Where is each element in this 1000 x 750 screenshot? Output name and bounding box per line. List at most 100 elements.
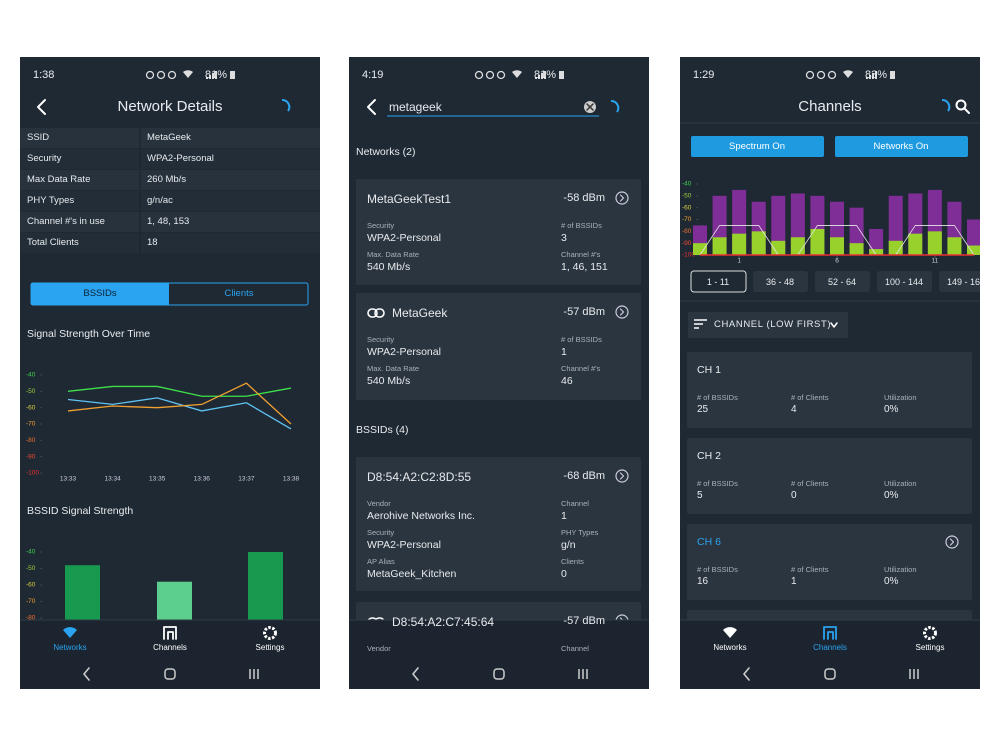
chart-title: BSSID Signal Strength xyxy=(27,505,134,517)
field-label: Clients xyxy=(561,557,584,566)
channel-name[interactable]: CH 2 xyxy=(697,450,721,462)
channel-name[interactable]: CH 1 xyxy=(697,364,721,376)
wifi-icon xyxy=(723,627,737,638)
status-time: 1:29 xyxy=(693,69,715,81)
spectrum-bar xyxy=(849,243,864,255)
tab[interactable]: Clients xyxy=(224,288,254,299)
signal-icon xyxy=(869,75,871,79)
card-title[interactable]: MetaGeek xyxy=(392,306,448,320)
nav-label[interactable]: Networks xyxy=(53,643,87,652)
detail-value: 260 Mb/s xyxy=(147,174,187,185)
band-label[interactable]: 52 - 64 xyxy=(827,277,857,287)
spectrum-bar xyxy=(927,231,942,255)
field-value: 25 xyxy=(697,404,709,415)
card xyxy=(356,457,641,591)
toggle-label[interactable]: Spectrum On xyxy=(729,141,785,152)
spectrum-bar xyxy=(810,228,825,255)
spectrum-bar xyxy=(967,245,980,255)
status-time: 4:19 xyxy=(362,69,384,81)
field-value: 0% xyxy=(884,490,899,501)
card-title[interactable]: D8:54:A2:C7:45:64 xyxy=(392,615,495,629)
band-label[interactable]: 149 - 165 xyxy=(946,277,980,287)
nav-label[interactable]: Channels xyxy=(153,643,187,652)
field-value: WPA2-Personal xyxy=(367,232,441,244)
channel-name[interactable]: CH 6 xyxy=(697,536,721,548)
field-label: Max. Data Rate xyxy=(367,364,420,373)
spectrum-bar xyxy=(712,237,727,255)
toggle-label[interactable]: Networks On xyxy=(873,141,929,152)
field-value: 540 Mb/s xyxy=(367,261,411,273)
nav-label[interactable]: Settings xyxy=(915,643,945,652)
battery-icon xyxy=(559,71,564,79)
battery-level: 81% xyxy=(204,69,227,81)
chevron-icon xyxy=(615,191,629,205)
tab[interactable]: BSSIDs xyxy=(83,288,117,299)
spectrum-bar xyxy=(869,228,884,255)
detail-label: Total Clients xyxy=(27,237,79,248)
spectrum-bar xyxy=(888,240,903,255)
card-title[interactable]: D8:54:A2:C2:8D:55 xyxy=(367,470,472,484)
field-value: 5 xyxy=(697,490,703,501)
battery-icon xyxy=(230,71,235,79)
nav-label[interactable]: Settings xyxy=(255,643,285,652)
icon xyxy=(619,472,625,480)
channels-icon xyxy=(823,626,837,640)
screen-graphics: -40 -50 -60 -70 -80 -90 -100 13:33 13:34 13:35 13:… xyxy=(20,70,320,689)
tab-active xyxy=(31,283,169,305)
field-label: # of Clients xyxy=(791,565,829,574)
y-tick-label: -40 xyxy=(26,372,36,379)
field-value: 1 xyxy=(791,576,797,587)
sort-label[interactable]: CHANNEL (LOW FIRST) xyxy=(714,319,832,330)
y-tick-label: -100 xyxy=(26,470,39,477)
band-button xyxy=(690,270,747,293)
screen-network-details: -40 -50 -60 -70 -80 -90 -100 13:33 13:34 13:35 13:… xyxy=(20,57,320,689)
status-icon xyxy=(485,70,495,80)
band-button xyxy=(815,271,870,292)
field-label: Utilization xyxy=(884,565,917,574)
battery-level: 83% xyxy=(864,69,887,81)
band-label[interactable]: 1 - 11 xyxy=(706,277,730,287)
system-home xyxy=(493,668,505,680)
table-row xyxy=(20,128,320,148)
y-tick-label: -60 xyxy=(26,582,36,589)
field-value: 1, 46, 151 xyxy=(561,261,608,273)
table-row xyxy=(20,191,320,211)
band-label[interactable]: 100 - 144 xyxy=(884,277,924,287)
card xyxy=(687,524,972,600)
back-icon xyxy=(37,99,46,115)
y-tick-label: -50 xyxy=(26,388,36,395)
chevron-icon xyxy=(615,305,629,319)
status-icon xyxy=(805,70,815,80)
card-title[interactable]: MetaGeekTest1 xyxy=(367,192,452,206)
field-label: Security xyxy=(367,335,395,344)
detail-label: PHY Types xyxy=(27,195,75,206)
status-icon xyxy=(145,70,155,80)
field-value: 0 xyxy=(561,568,567,580)
system-nav xyxy=(349,660,649,689)
signal-icon xyxy=(872,73,874,79)
spinner xyxy=(281,99,291,112)
settings-icon xyxy=(923,626,937,640)
nav-label[interactable]: Channels xyxy=(813,643,847,652)
x-tick-label: 13:36 xyxy=(194,476,211,483)
field-value: 3 xyxy=(561,232,567,244)
channels-icon xyxy=(163,626,177,640)
link-icon xyxy=(367,308,378,318)
table-row xyxy=(20,233,320,253)
table-row xyxy=(20,212,320,232)
spectrum-bar xyxy=(771,240,786,255)
status-icon xyxy=(474,70,484,80)
system-back xyxy=(743,667,750,681)
chevron-icon xyxy=(615,469,629,483)
search-icon xyxy=(955,99,967,111)
search-input[interactable]: metageek xyxy=(389,100,442,114)
network-outline xyxy=(895,225,975,256)
x-tick-label: 13:35 xyxy=(149,476,166,483)
band-label[interactable]: 36 - 48 xyxy=(765,277,795,287)
field-label: Vendor xyxy=(367,644,391,653)
nav-label[interactable]: Networks xyxy=(713,643,747,652)
card xyxy=(356,179,641,285)
field-value: WPA2-Personal xyxy=(367,346,441,358)
